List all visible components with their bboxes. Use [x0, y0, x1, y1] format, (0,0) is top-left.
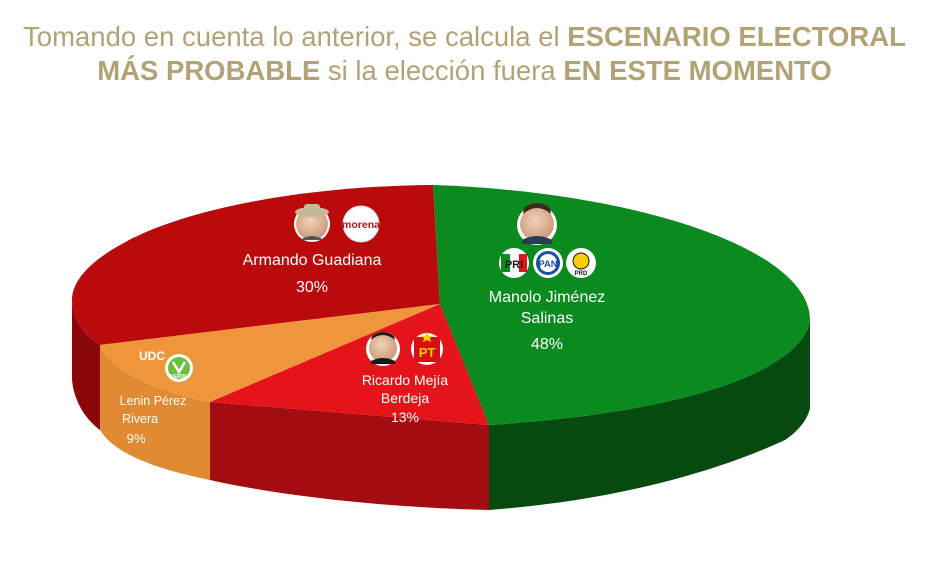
morena-logo-icon: morena: [342, 205, 380, 243]
slice-side-red: [210, 402, 489, 510]
svg-text:UDC: UDC: [139, 349, 165, 363]
slice-name-perez-line1: Lenin Pérez: [120, 394, 187, 408]
verde-logo-icon: VERDE: [165, 354, 193, 382]
slice-name-mejia-line2: Berdeja: [381, 390, 429, 406]
svg-text:PAN: PAN: [538, 259, 557, 270]
slice-name-jimenez-line2: Salinas: [521, 310, 573, 327]
chart-title: Tomando en cuenta lo anterior, se calcul…: [23, 21, 906, 86]
slice-value-guadiana: 30%: [296, 279, 328, 296]
slice-name-perez-line2: Rivera: [122, 412, 158, 426]
slice-value-mejia: 13%: [391, 409, 419, 425]
pri-logo-icon: PRI: [499, 248, 529, 278]
slice-top-green: [433, 185, 810, 425]
slice-side-darkred: [72, 300, 100, 430]
slice-side-orange: [100, 345, 210, 480]
udc-logo-icon: UDC: [138, 347, 168, 363]
guadiana-photo-icon: [294, 204, 330, 242]
slice-value-jimenez: 48%: [531, 336, 563, 353]
jimenez-photo-icon: [517, 203, 557, 245]
pt-logo-icon: PT: [411, 332, 443, 365]
svg-text:morena: morena: [342, 219, 380, 231]
mejia-photo-icon: [366, 332, 400, 366]
slice-side-green: [489, 320, 810, 510]
slice-name-mejia-line1: Ricardo Mejía: [362, 372, 449, 388]
svg-text:VERDE: VERDE: [170, 374, 188, 380]
slice-name-guadiana: Armando Guadiana: [243, 252, 382, 269]
pan-logo-icon: PAN: [533, 248, 563, 278]
slice-name-jimenez-line1: Manolo Jiménez: [489, 289, 606, 306]
svg-text:PRD: PRD: [575, 271, 588, 277]
slice-top-red: [210, 304, 489, 425]
svg-text:PRI: PRI: [505, 259, 523, 271]
prd-logo-icon: PRD: [566, 248, 596, 278]
slice-value-perez: 9%: [127, 431, 146, 446]
svg-text:PT: PT: [419, 345, 436, 360]
